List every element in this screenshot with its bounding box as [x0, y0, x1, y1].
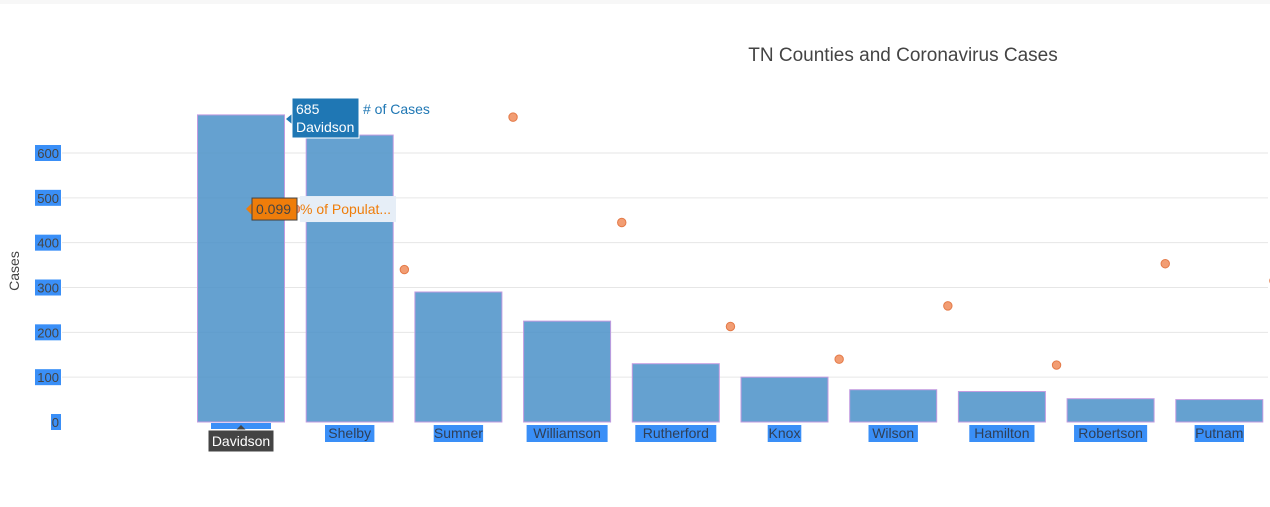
x-tick-highlight	[969, 425, 1035, 442]
x-tick-highlight	[325, 425, 375, 442]
bar	[305, 134, 394, 423]
chart-title: TN Counties and Coronavirus Cases	[748, 45, 1057, 66]
hover-labels: Davidson 685 Davidson # of Cases 0.099 % of P…	[207, 97, 430, 453]
x-tick-highlight	[767, 425, 802, 442]
y-tick-label: 600	[37, 146, 59, 161]
bar	[631, 363, 720, 423]
y-tick-label: 200	[37, 325, 59, 340]
x-tick-highlight	[433, 425, 484, 442]
scatter-hover-pointer	[246, 203, 252, 216]
x-axis-ticks: Shelby Sumner Williamson Rutherford Knox Wils…	[325, 425, 1244, 442]
top-bar	[0, 0, 1270, 4]
x-tick-label: Sumner	[434, 425, 483, 441]
bar-hover-category: Davidson	[296, 119, 354, 135]
bar	[849, 389, 938, 423]
x-tick-label: Hamilton	[974, 425, 1029, 441]
y-tick-label: 400	[37, 236, 59, 251]
scatter-point	[834, 354, 844, 364]
x-tick-label: Knox	[769, 425, 801, 441]
x-tick-label: Shelby	[328, 425, 371, 441]
scatter-point	[725, 321, 736, 332]
y-tick-highlight	[35, 145, 61, 161]
y-tick-highlight	[35, 324, 61, 341]
bar	[740, 376, 829, 423]
scatter-point	[943, 301, 953, 311]
bar-hover-pointer	[286, 114, 292, 124]
x-tick-highlight	[1194, 425, 1244, 442]
bar-hover-series: # of Cases	[363, 101, 430, 117]
x-tick-label: Williamson	[533, 425, 601, 441]
y-tick-highlight	[35, 189, 61, 206]
scatter-point	[399, 264, 410, 275]
x-tick-highlight	[868, 425, 918, 442]
bar	[1175, 399, 1264, 423]
bar	[523, 320, 612, 423]
x-tick-label: Rutherford	[643, 425, 709, 441]
bars	[197, 114, 1264, 423]
bar	[1066, 398, 1155, 423]
bar	[414, 291, 503, 423]
scatter-points	[290, 112, 1270, 370]
y-tick-highlight	[35, 369, 61, 386]
scatter-point	[508, 112, 518, 122]
x-hover-box	[207, 429, 275, 453]
scatter-hover-box	[251, 197, 298, 221]
x-tick-highlight	[1074, 425, 1148, 442]
y-tick-label: 100	[37, 370, 59, 385]
y-axis-title: Cases	[6, 251, 22, 291]
y-tick-highlight	[51, 414, 61, 430]
scatter-point	[1160, 259, 1170, 269]
scatter-point	[617, 217, 627, 228]
scatter-point	[1051, 360, 1062, 370]
x-tick-highlight	[526, 425, 608, 442]
y-tick-highlight	[35, 279, 61, 296]
y-tick-label: 300	[37, 281, 59, 296]
bar-hover-value: 685	[296, 101, 320, 117]
bar	[957, 391, 1046, 423]
y-tick-highlight	[35, 234, 61, 251]
x-hover-label: Davidson	[212, 433, 270, 449]
y-tick-label: 500	[37, 191, 59, 206]
scatter-hover-series: % of Populat...	[300, 201, 391, 217]
bar-hover-box	[291, 97, 360, 139]
x-tick-highlight	[635, 425, 717, 442]
bar	[197, 114, 285, 423]
x-tick-label: Putnam	[1195, 425, 1243, 441]
scatter-hover-series-bg	[300, 196, 396, 223]
x-tick-label: Wilson	[872, 425, 914, 441]
y-tick-label: 0	[52, 415, 59, 430]
scatter-hover-value: 0.099	[256, 201, 291, 217]
x-tick-label: Robertson	[1078, 425, 1143, 441]
y-axis-ticks: 0 100 200 300 400 500 600	[35, 145, 61, 430]
